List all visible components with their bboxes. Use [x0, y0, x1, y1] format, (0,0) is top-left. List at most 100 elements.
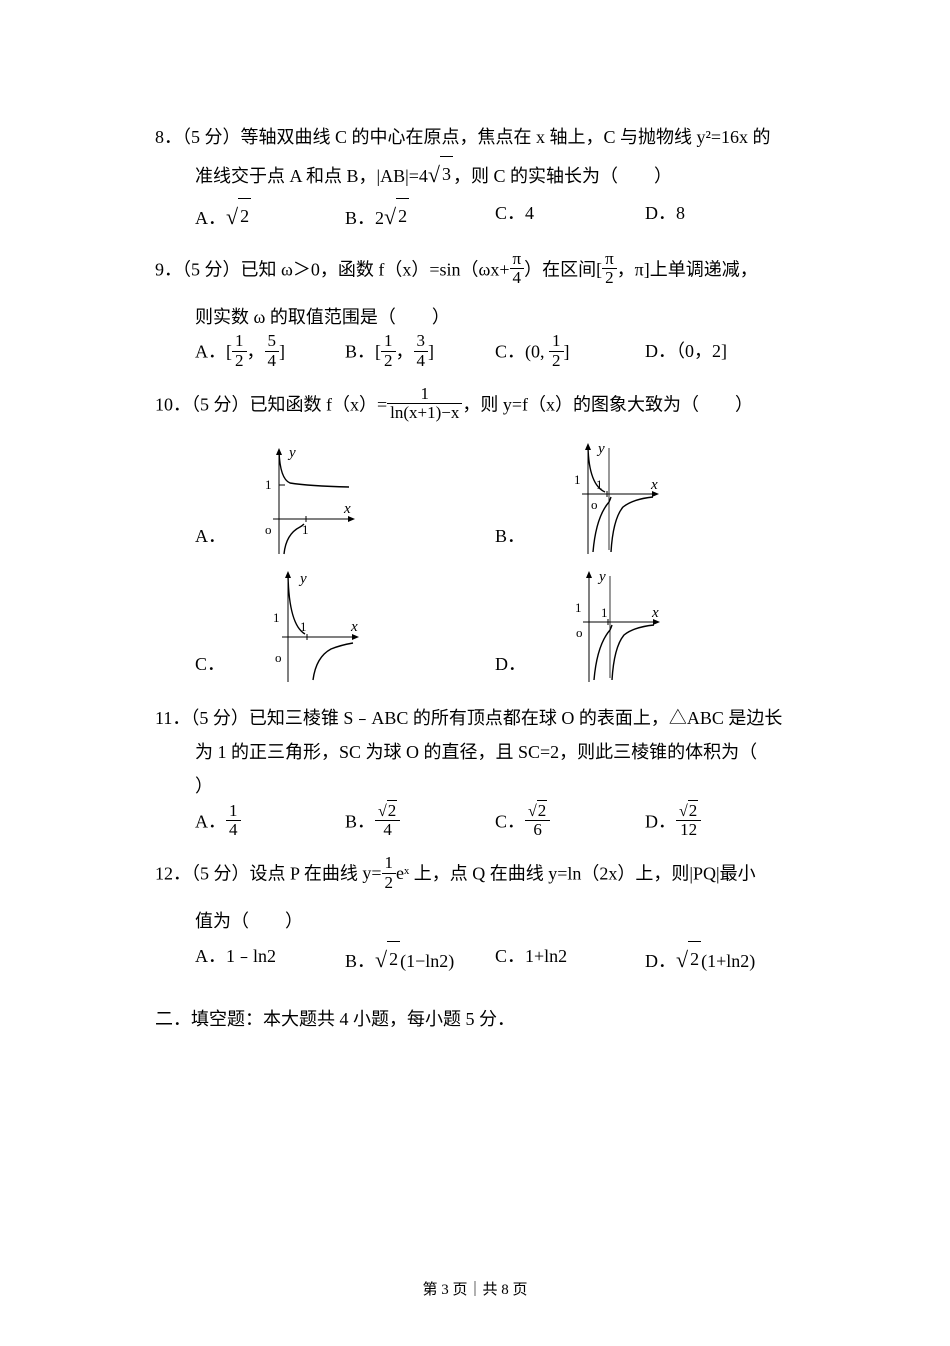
q12fd: 2 [382, 873, 397, 893]
q11ad: 4 [226, 820, 241, 840]
q11bd: 4 [375, 820, 400, 840]
q8-opt-b: B．2√2 [345, 196, 495, 238]
q12-options: A．1﹣ln2 B．√2(1−ln2) C．1+ln2 D．√2(1+ln2) [155, 939, 795, 981]
q12b: 上，点 Q 在曲线 y=ln（2x）上，则|PQ|最小 [409, 863, 755, 883]
q8c: 4 [525, 203, 534, 223]
q12lhs: y= [362, 863, 381, 883]
q8-number: 8． [155, 127, 182, 147]
q11-line3: ） [155, 769, 795, 803]
q11-options: A．14 B．√24 C．√26 D．√212 [155, 804, 795, 842]
q10-label-d: D． [495, 647, 526, 687]
q11-opt-b: B．√24 [345, 804, 495, 842]
q11-number: 11． [155, 708, 190, 728]
q10-cell-d: D． 11yxo [495, 567, 795, 687]
q11-opt-d: D．√212 [645, 804, 795, 842]
svg-text:x: x [651, 605, 659, 621]
q12a: 设点 P 在曲线 [250, 863, 363, 883]
q12ct: 1+ln2 [525, 946, 567, 966]
q8-line1: 8．（5 分）等轴双曲线 C 的中心在原点，焦点在 x 轴上，C 与抛物线 y²… [155, 120, 795, 154]
q9bp: B． [345, 342, 375, 362]
svg-text:y: y [298, 571, 307, 587]
svg-text:1: 1 [273, 610, 280, 625]
q12-opt-c: C．1+ln2 [495, 939, 645, 981]
q9-line2-text: 则实数 ω 的取值范围是（ ） [195, 307, 450, 327]
q11-opt-c: C．√26 [495, 804, 645, 842]
q9-options: A．[12，54] B．[12，34] C．(0, 12] D．（0，2] [155, 334, 795, 372]
q9-opt-c: C．(0, 12] [495, 334, 645, 372]
question-10: 10．（5 分）已知函数 f（x）=1ln(x+1)−x，则 y=f（x）的图象… [155, 387, 795, 687]
q10-graphs-row2: C． 11yxo D． 11yxo [155, 567, 795, 687]
q11-line2: 为 1 的正三角形，SC 为球 O 的直径，且 SC=2，则此三棱锥的体积为（ [155, 735, 795, 769]
svg-text:o: o [265, 522, 272, 537]
svg-text:y: y [287, 445, 296, 461]
svg-text:1: 1 [574, 472, 581, 487]
q10fn: 1 [387, 385, 462, 404]
q9c: ，π]上单调递减， [617, 259, 758, 279]
q9dp: D． [645, 341, 676, 361]
q10-cell-a: A． 11yxo [195, 439, 495, 559]
svg-text:y: y [597, 569, 606, 585]
q12-line1: 12．（5 分）设点 P 在曲线 y=12eˣ 上，点 Q 在曲线 y=ln（2… [155, 856, 795, 894]
page-footer: 第 3 页｜共 8 页 [0, 1276, 950, 1305]
svg-text:1: 1 [265, 477, 272, 492]
section-2-title: 二．填空题：本大题共 4 小题，每小题 5 分． [155, 1002, 795, 1036]
q12at: 1﹣ln2 [226, 946, 276, 966]
q10-label-a: A． [195, 519, 226, 559]
q8-text: 等轴双曲线 C 的中心在原点，焦点在 x 轴上，C 与抛物线 y²=16x 的 [241, 127, 771, 147]
q9a: 已知 ω＞0，函数 f（x）=sin（ωx+ [241, 259, 510, 279]
q10-label-b: B． [495, 519, 525, 559]
q9ct: (0, [525, 342, 549, 362]
q10-frac: 1ln(x+1)−x [387, 385, 462, 423]
q11-line1: 11．（5 分）已知三棱锥 S﹣ABC 的所有顶点都在球 O 的表面上，△ABC… [155, 701, 795, 735]
svg-text:1: 1 [601, 605, 608, 620]
q8-points: （5 分） [182, 127, 241, 147]
svg-text:o: o [576, 625, 583, 640]
frac-pi-4: π4 [510, 250, 525, 288]
q12fn: 1 [382, 854, 397, 873]
q9-line1: 9．（5 分）已知 ω＞0，函数 f（x）=sin（ωx+π4）在区间[π2，π… [155, 252, 795, 290]
q9-points: （5 分） [182, 259, 241, 279]
graph-d-svg: 11yxo [534, 567, 664, 687]
q11-points: （5 分） [190, 708, 249, 728]
q9ap: A． [195, 342, 226, 362]
q9ct2: ] [564, 342, 570, 362]
graph-a-svg: 11yxo [234, 439, 364, 559]
q10-points: （5 分） [191, 394, 250, 414]
q8-opt-d: D．8 [645, 196, 795, 238]
q8-line2: 准线交于点 A 和点 B，|AB|=4√3，则 C 的实轴长为（ ） [155, 154, 795, 196]
q8-opt-a: A．√2 [195, 196, 345, 238]
q11dd: 12 [676, 820, 701, 840]
q8-opt-c: C．4 [495, 196, 645, 238]
q11cd: 6 [525, 820, 550, 840]
svg-text:x: x [650, 477, 658, 493]
q11an: 1 [226, 802, 241, 821]
svg-text:y: y [596, 441, 605, 457]
q11a: 已知三棱锥 S﹣ABC 的所有顶点都在球 O 的表面上，△ABC 是边长 [249, 708, 783, 728]
q10-number: 10． [155, 394, 191, 414]
q9b: ）在区间[ [524, 259, 602, 279]
question-12: 12．（5 分）设点 P 在曲线 y=12eˣ 上，点 Q 在曲线 y=ln（2… [155, 856, 795, 980]
svg-text:x: x [350, 619, 358, 635]
q10fd: ln(x+1)−x [387, 403, 462, 423]
q9-opt-d: D．（0，2] [645, 334, 795, 372]
svg-text:x: x [343, 501, 351, 517]
q8d: 8 [676, 203, 685, 223]
q12-opt-a: A．1﹣ln2 [195, 939, 345, 981]
svg-text:o: o [275, 650, 282, 665]
q10a: 已知函数 f（x）= [250, 394, 388, 414]
q10-label-c: C． [195, 647, 225, 687]
graph-b-svg: 11yxo [533, 439, 663, 559]
graph-c-svg: 11yxo [233, 567, 363, 687]
q9-opt-b: B．[12，34] [345, 334, 495, 372]
q9dt: （0，2] [676, 341, 727, 361]
question-8: 8．（5 分）等轴双曲线 C 的中心在原点，焦点在 x 轴上，C 与抛物线 y²… [155, 120, 795, 238]
q9-number: 9． [155, 259, 182, 279]
q11-opt-a: A．14 [195, 804, 345, 842]
q9-opt-a: A．[12，54] [195, 334, 345, 372]
q12rhs: eˣ [396, 863, 409, 883]
q12-line2: 值为（ ） [155, 904, 795, 938]
q10-graphs-row1: A． 11yxo B． 11yxo [155, 439, 795, 559]
svg-text:1: 1 [575, 600, 582, 615]
q8-options: A．√2 B．2√2 C．4 D．8 [155, 196, 795, 238]
q12-opt-d: D．√2(1+ln2) [645, 939, 795, 981]
